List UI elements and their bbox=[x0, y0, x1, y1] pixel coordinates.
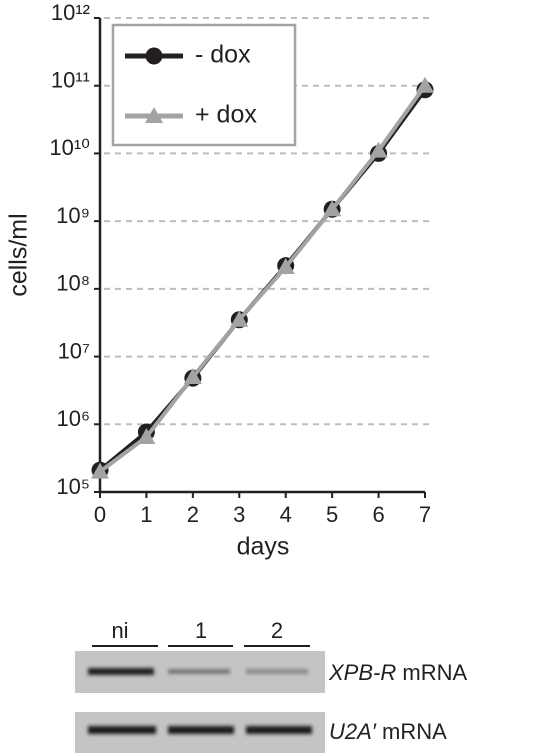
lane-label: 1 bbox=[195, 618, 207, 643]
x-tick-label: 2 bbox=[187, 502, 199, 527]
plot: 10⁵ 10⁶ 10⁷ 10⁸ 10⁹ 10¹⁰ 10¹¹ 10¹² 0 1 2 3 4 5 6 7 - dox… bbox=[49, 0, 434, 527]
lane-label: 2 bbox=[271, 618, 283, 643]
x-tick-label: 7 bbox=[419, 502, 431, 527]
legend-marker bbox=[146, 48, 163, 65]
figure: 10⁵ 10⁶ 10⁷ 10⁸ 10⁹ 10¹⁰ 10¹¹ 10¹² 0 1 2 3 4 5 6 7 - dox… bbox=[0, 0, 533, 753]
x-tick-label: 0 bbox=[94, 502, 106, 527]
x-tick-label: 6 bbox=[372, 502, 384, 527]
gel-band bbox=[168, 669, 230, 674]
x-tick-label: 3 bbox=[233, 502, 245, 527]
lane-label: ni bbox=[111, 618, 128, 643]
row-suffix: mRNA bbox=[402, 660, 467, 685]
y-tick-label: 10⁸ bbox=[56, 271, 90, 296]
y-tick-label: 10⁹ bbox=[56, 203, 90, 228]
y-tick-label: 10⁶ bbox=[56, 406, 90, 431]
row-suffix: mRNA bbox=[382, 719, 447, 744]
gel-band bbox=[88, 668, 154, 675]
row-label: XPB-R mRNA bbox=[328, 660, 467, 685]
y-tick-label: 10¹² bbox=[51, 0, 90, 25]
x-tick-label: 1 bbox=[140, 502, 152, 527]
y-tick-label: 10¹⁰ bbox=[49, 135, 90, 160]
gel-band bbox=[88, 726, 156, 734]
y-axis-label: cells/ml bbox=[5, 213, 33, 296]
x-tick-label: 4 bbox=[280, 502, 292, 527]
legend-label: + dox bbox=[195, 101, 257, 129]
y-tick-label: 10⁵ bbox=[56, 474, 90, 499]
y-tick-label: 10⁷ bbox=[58, 338, 90, 363]
gel: ni 1 2 XPB-R mRNA U2A′ mRNA bbox=[75, 618, 467, 753]
gel-band bbox=[246, 669, 308, 674]
gene-name: U2A′ bbox=[329, 719, 377, 744]
x-axis-label: days bbox=[237, 533, 290, 561]
y-tick-label: 10¹¹ bbox=[51, 68, 90, 93]
x-tick-label: 5 bbox=[326, 502, 338, 527]
legend-label: - dox bbox=[195, 41, 251, 69]
gel-band bbox=[246, 726, 312, 734]
gel-band bbox=[168, 726, 234, 734]
legend: - dox + dox bbox=[113, 25, 295, 145]
row-label: U2A′ mRNA bbox=[329, 719, 447, 744]
gene-name: XPB-R bbox=[328, 660, 396, 685]
